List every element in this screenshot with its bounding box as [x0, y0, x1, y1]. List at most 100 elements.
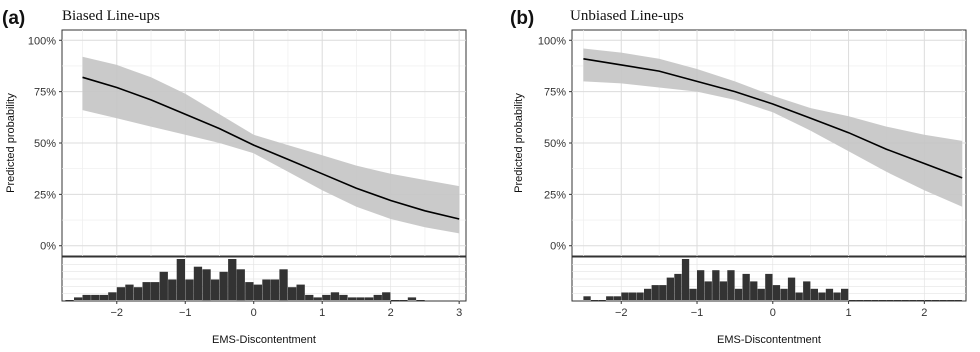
histogram-bar — [279, 269, 288, 301]
panel-a: (a) Biased Line-ups 0% 25% 50% 75% 100% Predi… — [2, 8, 467, 346]
histogram-bar — [296, 284, 305, 300]
histogram-bar — [219, 271, 228, 300]
histogram-bar — [613, 296, 621, 300]
histogram-bar — [750, 281, 758, 300]
histogram-bar — [719, 281, 728, 300]
histogram-bar — [878, 300, 887, 301]
y-tick-label: 25% — [544, 189, 566, 201]
y-tick-label: 50% — [544, 138, 566, 150]
x-tick-label: −1 — [179, 307, 192, 319]
series-line — [583, 58, 963, 179]
histogram-bar — [734, 288, 743, 300]
histogram-bar — [168, 279, 177, 300]
histogram-bar — [270, 279, 280, 300]
histogram-bar — [886, 300, 894, 301]
histogram-bar — [356, 297, 365, 300]
histogram-bar — [780, 288, 788, 300]
y-axis-label: Predicted probability — [513, 93, 525, 193]
histogram-bar — [382, 292, 391, 300]
x-tick-label: 0 — [770, 307, 776, 319]
histogram-bar — [833, 292, 841, 300]
histogram-bar — [288, 287, 297, 300]
histogram-bar — [74, 297, 83, 300]
histogram-bar — [909, 300, 917, 301]
histogram-bar — [772, 285, 781, 300]
chart-title: Biased Line-ups — [62, 8, 160, 24]
histogram-bar — [947, 300, 955, 301]
y-tick-label: 75% — [544, 87, 566, 99]
histogram-bar — [697, 270, 705, 300]
histogram-bar — [841, 288, 849, 300]
histogram-bar — [644, 288, 652, 300]
histogram-bar — [330, 292, 340, 300]
histogram-bar — [681, 259, 690, 300]
histogram-bar — [125, 284, 134, 300]
x-tick-label: 0 — [251, 307, 257, 319]
histogram-bar — [151, 282, 160, 300]
histogram-bar — [108, 292, 117, 300]
histogram-bar — [313, 297, 322, 300]
histogram-bar — [810, 288, 818, 300]
histogram-bar — [689, 288, 697, 300]
chart-title: Unbiased Line-ups — [570, 8, 684, 24]
panel-label: (b) — [510, 8, 534, 29]
histogram-bar — [803, 281, 811, 300]
histogram-bar — [142, 282, 151, 300]
histogram-bar — [765, 273, 773, 300]
y-tick-label: 25% — [34, 189, 56, 201]
histogram-bar — [262, 279, 271, 300]
histogram-bar — [863, 300, 871, 301]
histogram-bar — [757, 288, 765, 300]
histogram-bar — [704, 281, 712, 300]
x-axis-label: EMS-Discontentment — [212, 334, 316, 346]
x-tick-label: −1 — [691, 307, 704, 319]
y-tick-label: 75% — [34, 87, 56, 99]
y-tick-label: 100% — [28, 35, 56, 47]
histogram-bar — [598, 300, 606, 301]
histogram-bar — [91, 294, 100, 300]
histogram-bar — [236, 269, 245, 301]
histogram-bar — [954, 300, 962, 301]
histogram-bar — [666, 277, 674, 300]
histogram-bar — [202, 269, 211, 301]
histogram-bar — [407, 297, 417, 300]
histogram-bar — [416, 300, 425, 301]
histogram-bar — [305, 294, 314, 300]
histogram-bar — [787, 277, 796, 300]
histogram-bar — [185, 279, 194, 300]
x-tick-label: −2 — [111, 307, 124, 319]
y-axis-label: Predicted probability — [5, 93, 17, 193]
histogram-bar — [856, 300, 864, 301]
x-tick-label: 1 — [319, 307, 325, 319]
series-line — [82, 76, 460, 220]
histogram-bar — [373, 294, 382, 300]
histogram-bar — [322, 294, 331, 300]
histogram-bar — [651, 285, 659, 300]
histogram-bar — [65, 300, 74, 301]
histogram-bar — [742, 273, 750, 300]
histogram-bar — [659, 285, 667, 300]
x-axis-label: EMS-Discontentment — [717, 334, 821, 346]
histogram-bar — [848, 300, 856, 301]
x-tick-label: −2 — [615, 307, 628, 319]
confidence-band — [82, 56, 460, 234]
panel-label: (a) — [2, 8, 25, 29]
y-tick-label: 0% — [550, 241, 566, 253]
histogram-bar — [210, 279, 220, 300]
histogram-bar — [82, 294, 91, 300]
y-tick-label: 100% — [538, 35, 566, 47]
x-tick-label: 2 — [921, 307, 927, 319]
x-tick-label: 2 — [388, 307, 394, 319]
histogram-bar — [871, 300, 879, 301]
histogram-bar — [399, 300, 408, 301]
y-tick-label: 0% — [40, 241, 56, 253]
histogram-bar — [901, 300, 909, 301]
histogram-bar — [159, 271, 168, 300]
histogram-bar — [99, 294, 108, 300]
histogram-bar — [228, 259, 237, 300]
histogram-bar — [636, 292, 644, 300]
histogram-bar — [795, 292, 803, 300]
histogram-bar — [253, 284, 262, 300]
histogram-bar — [825, 288, 834, 300]
histogram-bar — [339, 294, 348, 300]
